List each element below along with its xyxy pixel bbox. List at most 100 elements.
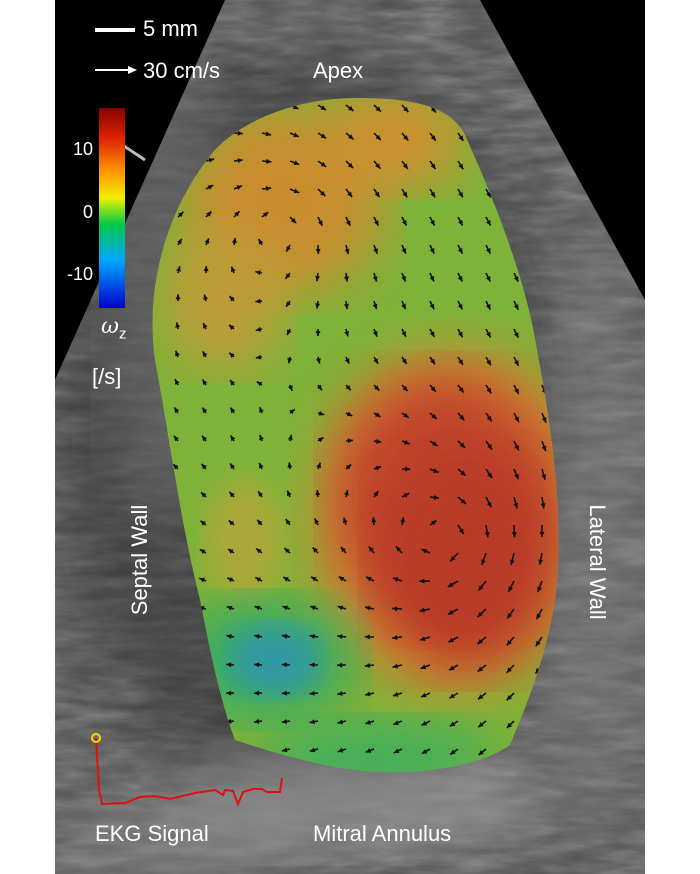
velocity-arrow-head	[230, 435, 236, 441]
velocity-arrow-head	[178, 211, 184, 218]
velocity-arrow-head	[486, 415, 492, 422]
velocity-arrow-head	[287, 357, 293, 364]
velocity-arrow-head	[403, 412, 409, 418]
velocity-arrow-head	[421, 692, 427, 698]
velocity-arrow-head	[286, 246, 291, 252]
velocity-arrow-head	[486, 359, 491, 366]
velocity-arrow-head	[262, 212, 269, 218]
velocity-arrow-head	[152, 102, 158, 108]
velocity-arrow-head	[448, 637, 455, 643]
velocity-arrow-head	[344, 276, 349, 282]
velocity-arrow-head	[506, 640, 512, 646]
velocity-arrow-head	[431, 520, 437, 526]
velocity-arrow-head	[230, 266, 236, 273]
velocity-arrow-head	[337, 605, 344, 611]
velocity-arrow-head	[226, 690, 232, 696]
velocity-arrow-head	[281, 747, 288, 753]
velocity-arrow-head	[485, 276, 491, 282]
echocardiogram-vorticity-map	[55, 0, 645, 874]
velocity-arrow-head	[337, 719, 343, 725]
velocity-arrow-head	[309, 690, 315, 696]
velocity-arrow-head	[486, 501, 492, 508]
velocity-arrow-head	[254, 662, 260, 668]
velocity-arrow-head	[281, 719, 288, 724]
velocity-arrow-head	[227, 577, 233, 583]
velocity-arrow-head	[226, 605, 233, 611]
velocity-arrow-head	[293, 160, 300, 166]
velocity-arrow-head	[320, 161, 327, 167]
velocity-arrow-head	[315, 303, 321, 309]
velocity-arrow-head	[236, 185, 242, 190]
velocity-arrow-head	[281, 662, 287, 668]
velocity-arrow-head	[478, 750, 484, 756]
velocity-arrow-head	[401, 220, 407, 226]
ekg-trace	[91, 733, 283, 807]
velocity-arrow-head	[485, 248, 491, 254]
velocity-arrow-head	[229, 380, 236, 386]
velocity-arrow-head	[401, 303, 406, 310]
velocity-arrow-head	[487, 443, 492, 450]
velocity-arrow-head	[511, 532, 517, 538]
velocity-arrow-head	[459, 414, 465, 421]
velocity-arrow-head	[315, 248, 321, 254]
velocity-arrow-head	[314, 518, 320, 524]
velocity-arrow-head	[265, 131, 272, 137]
colorbar-tick-label: 10	[72, 139, 93, 159]
colorbar-tick-label: 0	[82, 202, 93, 222]
velocity-arrow-head	[207, 185, 214, 190]
velocity-arrow-head	[432, 441, 438, 446]
velocity-arrow-head	[392, 635, 398, 641]
lateral-wall-label: Lateral Wall	[585, 504, 610, 620]
colorbar-symbol: ωz	[101, 316, 126, 342]
velocity-arrow-head	[477, 611, 483, 618]
velocity-arrow-head	[541, 445, 547, 452]
velocity-arrow-head	[255, 577, 261, 582]
velocity-arrow-head	[259, 407, 264, 413]
velocity-arrow-head	[203, 294, 209, 300]
velocity-arrow-head	[430, 135, 436, 141]
velocity-arrow-head	[176, 238, 182, 245]
velocity-arrow-head	[392, 606, 398, 612]
velocity-arrow-head	[320, 190, 326, 197]
velocity-arrow-head	[202, 407, 208, 414]
velocity-arrow-head	[429, 303, 435, 310]
velocity-arrow-head	[485, 331, 491, 338]
ekg-signal-label: EKG Signal	[95, 821, 209, 846]
velocity-arrow-head	[450, 555, 456, 562]
velocity-arrow-head	[347, 191, 353, 198]
velocity-arrow-head	[403, 135, 409, 141]
velocity-arrow-head	[290, 217, 297, 224]
mitral-annulus-label: Mitral Annulus	[313, 821, 452, 846]
velocity-arrow-head	[540, 503, 546, 509]
velocity-arrow-head	[226, 634, 232, 639]
velocity-arrow-head	[348, 105, 354, 112]
velocity-arrow-head	[430, 163, 436, 170]
velocity-arrow-head	[485, 219, 491, 226]
velocity-arrow-head	[312, 547, 318, 553]
velocity-arrow-head	[256, 548, 262, 554]
velocity-arrow-head	[430, 219, 435, 226]
velocity-arrow-head	[403, 493, 410, 498]
velocity-arrow-head	[317, 220, 323, 226]
velocity-arrow-head	[256, 381, 263, 387]
velocity-arrow-head	[316, 462, 321, 469]
velocity-arrow-head	[320, 105, 327, 111]
velocity-arrow-head	[315, 275, 321, 282]
velocity-arrow-head	[513, 304, 519, 310]
velocity-arrow-head	[152, 130, 158, 136]
velocity-arrow-head	[199, 549, 206, 555]
velocity-arrow-head	[258, 238, 264, 245]
velocity-arrow-head	[259, 434, 264, 441]
velocity-arrow-head	[431, 413, 437, 419]
velocity-arrow-head	[265, 186, 272, 192]
velocity-arrow-head	[481, 559, 486, 565]
velocity-arrow-head	[282, 633, 288, 639]
velocity-arrow-head	[458, 191, 463, 198]
velocity-arrow-head	[486, 191, 491, 198]
velocity-arrow-head	[506, 667, 512, 673]
velocity-arrow-head	[514, 473, 519, 480]
velocity-arrow-head	[340, 546, 346, 553]
velocity-arrow-head	[344, 358, 350, 364]
velocity-arrow-head	[402, 385, 408, 392]
velocity-arrow-head	[317, 437, 324, 443]
